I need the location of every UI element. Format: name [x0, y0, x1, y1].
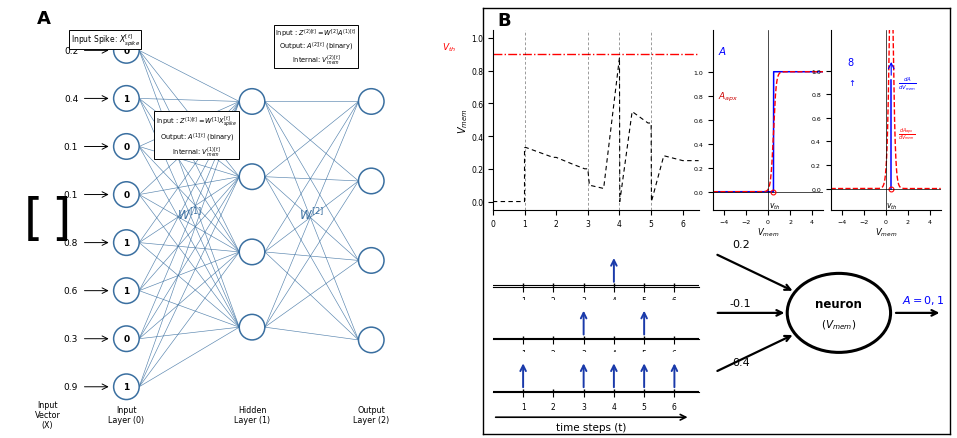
X-axis label: $V_{mem}$: $V_{mem}$	[757, 226, 779, 239]
Text: $(V_{mem})$: $(V_{mem})$	[821, 317, 857, 331]
Circle shape	[359, 89, 384, 115]
Text: $A$: $A$	[719, 45, 727, 57]
Text: Hidden
Layer (1): Hidden Layer (1)	[234, 405, 270, 424]
Text: B: B	[498, 12, 511, 30]
Text: 0.2: 0.2	[64, 47, 78, 56]
Text: 0.8: 0.8	[64, 239, 78, 247]
Circle shape	[114, 230, 139, 256]
Text: $\frac{dA}{dV_{mem}}$: $\frac{dA}{dV_{mem}}$	[898, 75, 917, 93]
Text: Input : $Z^{(2)[t]}=W^{[2]}A^{(1)[t]}$
Output: $A^{(2)[t]}$ (binary)
Internal: $: Input : $Z^{(2)[t]}=W^{[2]}A^{(1)[t]}$ O…	[276, 27, 357, 67]
Text: 0: 0	[123, 335, 129, 343]
Text: $W^{[1]}$: $W^{[1]}$	[177, 207, 202, 223]
Text: 0: 0	[123, 143, 129, 152]
Circle shape	[359, 248, 384, 274]
Text: neuron: neuron	[815, 298, 862, 311]
Text: $A_{apx}$: $A_{apx}$	[719, 90, 739, 103]
Text: 0: 0	[123, 47, 129, 56]
Circle shape	[114, 278, 139, 304]
Text: 0.4: 0.4	[64, 95, 78, 104]
Text: 0.6: 0.6	[64, 286, 78, 296]
Text: A: A	[37, 10, 51, 28]
Text: $V_{th}$: $V_{th}$	[441, 41, 456, 53]
Text: 1: 1	[123, 239, 129, 247]
Circle shape	[239, 165, 265, 190]
Circle shape	[114, 134, 139, 160]
Text: $v_{th}$: $v_{th}$	[886, 201, 898, 212]
Text: $\uparrow$: $\uparrow$	[847, 78, 857, 88]
Text: Output
Layer (2): Output Layer (2)	[353, 405, 389, 424]
Circle shape	[239, 314, 265, 340]
Text: $\frac{dA_{apx}}{dV_{mem}}$: $\frac{dA_{apx}}{dV_{mem}}$	[898, 126, 915, 142]
Text: -0.1: -0.1	[730, 298, 751, 308]
Text: 1: 1	[123, 382, 129, 392]
Text: 8: 8	[847, 58, 854, 68]
Circle shape	[359, 169, 384, 194]
Circle shape	[239, 89, 265, 115]
Text: ]: ]	[52, 195, 71, 243]
Text: Input
Vector
(X): Input Vector (X)	[34, 399, 60, 429]
X-axis label: $V_{mem}$: $V_{mem}$	[875, 226, 897, 239]
Circle shape	[114, 326, 139, 352]
Text: Input
Layer (0): Input Layer (0)	[108, 405, 145, 424]
Circle shape	[114, 182, 139, 208]
Circle shape	[239, 240, 265, 265]
Circle shape	[788, 274, 891, 353]
Text: 1: 1	[123, 95, 129, 104]
Text: 0.4: 0.4	[732, 357, 749, 367]
Text: [: [	[24, 195, 44, 243]
Circle shape	[114, 39, 139, 64]
Circle shape	[114, 374, 139, 399]
Circle shape	[114, 86, 139, 112]
Text: $v_{th}$: $v_{th}$	[768, 201, 780, 212]
Text: 1: 1	[123, 286, 129, 296]
Text: 0.1: 0.1	[64, 191, 78, 200]
Y-axis label: $V_{mem}$: $V_{mem}$	[456, 108, 470, 133]
Text: Input : $Z^{(1)[t]}=W^{[1]}X^{[t]}_{spike}$
Output: $A^{(1)[t]}$ (binary)
Intern: Input : $Z^{(1)[t]}=W^{[1]}X^{[t]}_{spik…	[156, 114, 237, 158]
Circle shape	[359, 327, 384, 353]
Text: time steps (t): time steps (t)	[556, 422, 627, 432]
Text: Input Spike: $X^{[t]}_{spike}$: Input Spike: $X^{[t]}_{spike}$	[71, 32, 140, 49]
Text: $W^{[2]}$: $W^{[2]}$	[299, 207, 324, 223]
Text: $A = 0, 1$: $A = 0, 1$	[902, 293, 945, 306]
Text: 0.3: 0.3	[64, 335, 78, 343]
Text: 0: 0	[123, 191, 129, 200]
Text: 0.1: 0.1	[64, 143, 78, 152]
Text: 0.2: 0.2	[732, 239, 749, 249]
Text: 0.9: 0.9	[64, 382, 78, 392]
